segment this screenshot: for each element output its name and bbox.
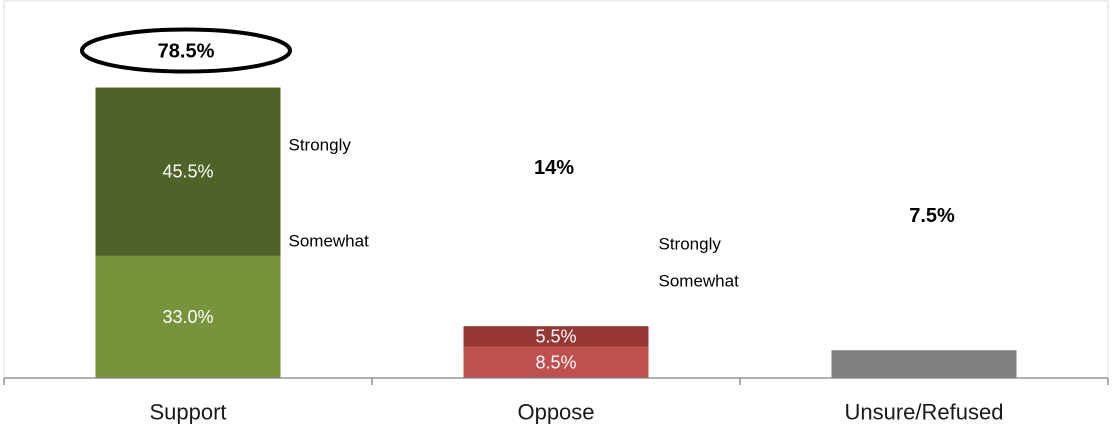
side-label-strongly: Strongly <box>659 235 722 254</box>
bar-unsure-refused-somewhat <box>831 350 1017 378</box>
side-label-somewhat: Somewhat <box>659 272 740 291</box>
category-label: Unsure/Refused <box>845 400 1004 425</box>
segment-label: 45.5% <box>162 162 213 182</box>
bar-oppose-strongly <box>463 326 649 347</box>
total-label: 7.5% <box>909 205 955 227</box>
total-highlight-oval <box>80 27 292 74</box>
segment-label: 8.5% <box>535 352 576 372</box>
labels-group: 33.0% 45.5% 78.5% Strongly Somewhat 8.5% 5.5% 1… <box>80 27 955 372</box>
side-label-somewhat: Somewhat <box>289 232 370 251</box>
bars-group <box>95 87 1017 378</box>
bar-oppose-somewhat <box>463 346 649 378</box>
total-label: 14% <box>534 157 574 179</box>
bar-support-strongly <box>95 87 281 256</box>
category-label: Support <box>149 400 226 425</box>
segment-label: 5.5% <box>535 326 576 346</box>
bar-support-somewhat <box>95 255 281 378</box>
total-label: 78.5% <box>158 41 215 63</box>
category-label: Oppose <box>517 400 594 425</box>
side-label-strongly: Strongly <box>289 136 352 155</box>
x-axis: Support Oppose Unsure/Refused <box>3 377 1109 425</box>
plot-frame <box>3 0 1109 378</box>
segment-label: 33.0% <box>162 307 213 327</box>
